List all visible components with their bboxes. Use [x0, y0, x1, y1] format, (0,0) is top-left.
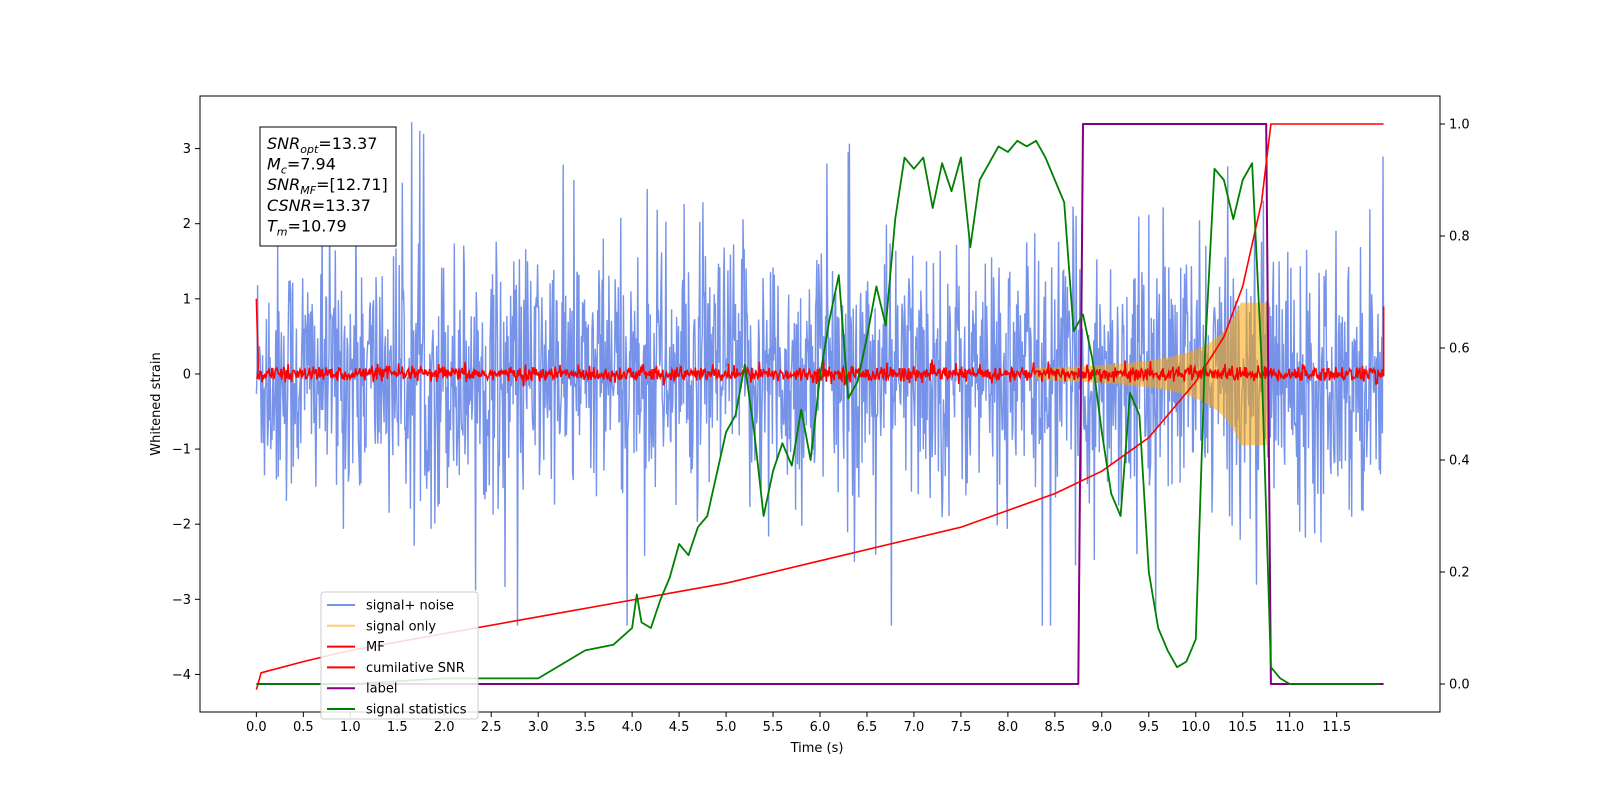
legend-label: MF	[366, 640, 385, 655]
annotation-frame	[259, 126, 397, 247]
legend-label: signal+ noise	[366, 599, 454, 614]
x-tick-label: 7.0	[904, 720, 925, 735]
y2-tick-label: 0.2	[1449, 566, 1470, 581]
x-tick-label: 5.0	[716, 720, 737, 735]
x-tick-label: 7.5	[951, 720, 972, 735]
x-tick-label: 5.5	[763, 720, 784, 735]
annotation-line: SNRMF=[12.71]	[267, 175, 388, 197]
x-tick-label: 11.0	[1275, 720, 1304, 735]
y2-axis-right: 0.0 0.2 0.4 0.6 0.8 1.0	[1440, 118, 1470, 693]
x-axis-label: Time (s)	[790, 741, 844, 756]
series-signal-statistics	[256, 139, 1379, 685]
y2-tick-label: 0.8	[1449, 230, 1470, 245]
annotation-line: SNRopt=13.37	[267, 134, 378, 156]
legend-label: signal statistics	[366, 703, 467, 718]
y-tick-label: −3	[172, 593, 191, 608]
y2-tick-label: 0.0	[1449, 678, 1470, 693]
y-tick-label: −2	[172, 518, 191, 533]
annotation-line: Mc=7.94	[267, 155, 336, 177]
x-tick-label: 10.0	[1181, 720, 1210, 735]
x-tick-label: 8.5	[1045, 720, 1066, 735]
y-tick-label: 0	[183, 367, 191, 382]
y2-tick-label: 1.0	[1449, 118, 1470, 133]
x-tick-label: 0.5	[293, 720, 314, 735]
legend-frame	[320, 591, 479, 720]
legend-label: cumilative SNR	[366, 661, 465, 676]
y-axis-label: Whitened strain	[149, 352, 164, 455]
x-tick-label: 3.5	[575, 720, 596, 735]
x-tick-label: 1.0	[340, 720, 361, 735]
x-tick-label: 2.5	[481, 720, 502, 735]
legend-label: label	[366, 682, 397, 697]
y-tick-label: 3	[183, 142, 191, 157]
x-tick-label: 11.5	[1322, 720, 1351, 735]
annotation-line: Tm=10.79	[267, 216, 347, 238]
legend: signal+ noise signal only MF cumilative SNR…	[320, 591, 479, 720]
x-tick-label: 4.5	[669, 720, 690, 735]
y2-tick-label: 0.4	[1449, 454, 1470, 469]
y-tick-label: −1	[172, 443, 191, 458]
y-tick-label: 1	[183, 292, 191, 307]
x-tick-label: 6.0	[810, 720, 831, 735]
series-signal-plus-noise	[255, 122, 1385, 626]
x-tick-label: 9.0	[1091, 720, 1112, 735]
x-tick-label: 0.0	[246, 720, 267, 735]
x-tick-label: 9.5	[1138, 720, 1159, 735]
legend-label: signal only	[366, 619, 436, 634]
x-tick-label: 6.5	[857, 720, 878, 735]
y-tick-label: 2	[183, 217, 191, 232]
x-axis: 0.0 0.5 1.0 1.5 2.0 2.5 3.0 3.5 4.0 4.5 5.0 5.5 6.0 6…	[246, 712, 1351, 735]
x-tick-label: 8.0	[998, 720, 1019, 735]
y2-tick-label: 0.6	[1449, 342, 1470, 357]
x-tick-label: 10.5	[1228, 720, 1257, 735]
x-tick-label: 3.0	[528, 720, 549, 735]
annotation-box: SNRopt=13.37Mc=7.94SNRMF=[12.71]CSNR=13.…	[259, 126, 397, 247]
x-tick-label: 1.5	[387, 720, 408, 735]
x-tick-label: 4.0	[622, 720, 643, 735]
y-tick-label: −4	[172, 668, 191, 683]
x-tick-label: 2.0	[434, 720, 455, 735]
annotation-line: CSNR=13.37	[267, 196, 371, 215]
y-axis: 3 2 1 0 −1 −2 −3 −4	[172, 142, 200, 683]
